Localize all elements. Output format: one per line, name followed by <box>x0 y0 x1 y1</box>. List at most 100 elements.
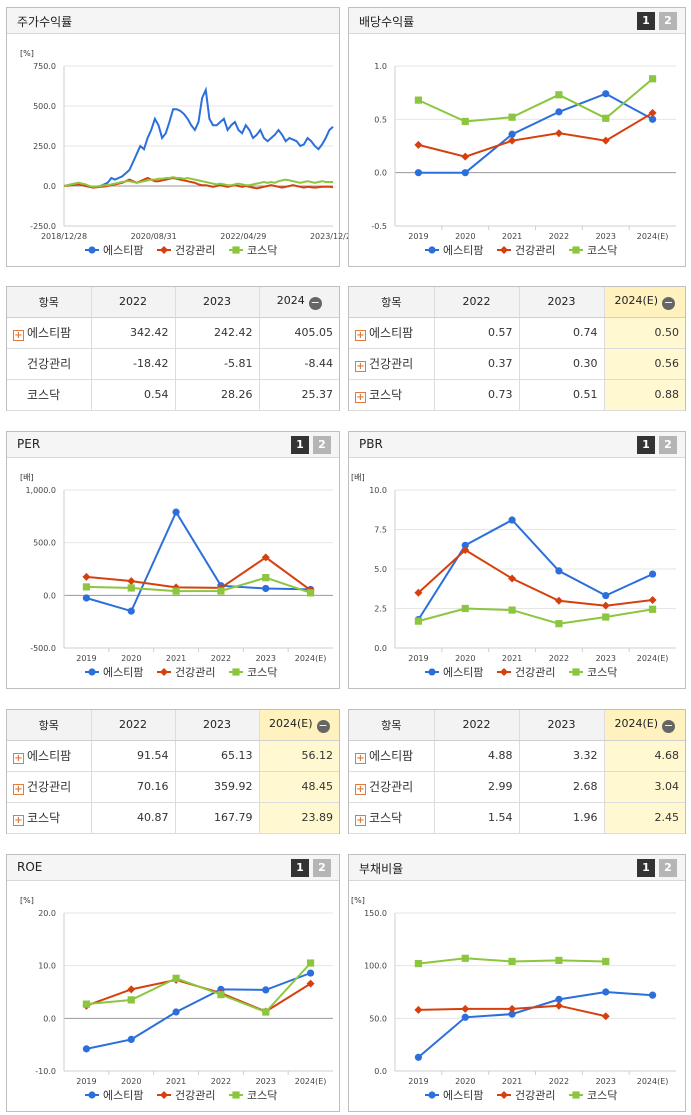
series-line-0 <box>417 990 653 1059</box>
data-point <box>601 1012 610 1021</box>
y-tick-label: 1,000.0 <box>25 486 56 495</box>
data-point <box>601 136 610 145</box>
x-tick-label: 2023 <box>256 654 276 663</box>
page-1-button[interactable]: 1 <box>291 436 309 454</box>
axis-unit-label: [배] <box>20 473 34 482</box>
legend-marker <box>88 1091 96 1099</box>
series-line-2 <box>86 962 312 1014</box>
data-point <box>508 136 517 145</box>
value-cell: 28.26 <box>175 379 260 411</box>
x-tick-label: 2021 <box>166 1077 186 1086</box>
expand-icon[interactable]: + <box>13 753 24 764</box>
data-point <box>127 996 135 1004</box>
data-point <box>508 113 516 121</box>
row-name: 코스닥 <box>369 811 403 825</box>
page-2-button[interactable]: 2 <box>659 12 677 30</box>
data-point <box>414 140 423 149</box>
page-2-button[interactable]: 2 <box>313 436 331 454</box>
y-tick-label: 250.0 <box>33 142 56 151</box>
series-line-2 <box>417 78 654 123</box>
expand-icon[interactable]: + <box>355 361 366 372</box>
x-tick-label: 2023 <box>596 1077 616 1086</box>
debt-chart: [%] 150.0 100.0 50.0 0.0 2019 2020 2021 2022 2023… <box>351 896 676 1102</box>
value-cell: 91.54 <box>91 740 176 772</box>
row-name: 건강관리 <box>27 780 72 794</box>
y-tick-label: 7.5 <box>374 526 387 535</box>
legend-label: 에스티팜 <box>443 1089 483 1102</box>
value-cell: 0.54 <box>91 379 176 411</box>
panel-header: 부채비율 1 2 <box>349 855 685 881</box>
page-1-button[interactable]: 1 <box>291 859 309 877</box>
y-tick-label: 500.0 <box>33 539 56 548</box>
value-cell: 242.42 <box>175 317 260 349</box>
page-2-button[interactable]: 2 <box>659 859 677 877</box>
data-point <box>648 605 657 613</box>
data-point <box>461 954 469 962</box>
data-point <box>127 577 136 586</box>
page-1-button[interactable]: 1 <box>637 436 655 454</box>
value-cell: 2.68 <box>519 771 605 803</box>
expand-icon[interactable]: + <box>13 815 24 826</box>
y-tick-label: 0.0 <box>374 644 387 653</box>
collapse-icon[interactable]: − <box>662 295 676 310</box>
data-point <box>508 606 516 614</box>
data-point <box>508 957 516 966</box>
page-2-button[interactable]: 2 <box>659 436 677 454</box>
data-point <box>648 570 657 578</box>
value-cell: 1.96 <box>519 802 605 834</box>
page-1-button[interactable]: 1 <box>637 12 655 30</box>
pbr-chart: [배] 10.0 7.5 5.0 2.5 0.0 2019 2020 2021 2022 2023 2… <box>351 473 676 679</box>
data-point <box>461 1013 469 1021</box>
column-header: 2024− <box>259 287 339 318</box>
x-tick-label: 2023/12/28 <box>310 232 356 241</box>
value-cell: 0.73 <box>434 379 520 411</box>
data-point <box>555 620 563 628</box>
data-point <box>172 974 180 982</box>
x-tick-label: 2023 <box>596 232 616 241</box>
dividend-table: 항목 2022 2023 2024(E) − + 에스티팜 0.57 0.74 0.50 + 건강관리… <box>349 287 685 411</box>
legend-label: 코스닥 <box>247 1089 277 1102</box>
collapse-icon[interactable]: − <box>316 718 330 733</box>
table-row: + 에스티팜 91.54 65.13 56.12 <box>7 740 339 772</box>
column-header: 항목 <box>7 287 92 318</box>
dividend-table-wrap: 항목 2022 2023 2024(E) − + 에스티팜 0.57 0.74 0.50 + 건강관리… <box>348 286 686 411</box>
data-point <box>508 516 516 524</box>
legend-marker <box>428 1091 436 1099</box>
legend-item: 코스닥 <box>569 244 617 257</box>
page-2-button[interactable]: 2 <box>313 859 331 877</box>
data-point <box>648 108 657 117</box>
column-header: 2023 <box>519 287 605 318</box>
expand-icon[interactable]: + <box>355 815 366 826</box>
expand-icon[interactable]: + <box>355 753 366 764</box>
expand-icon[interactable]: + <box>13 330 24 341</box>
expand-icon[interactable]: + <box>355 784 366 795</box>
data-point <box>461 169 469 177</box>
data-point <box>555 567 563 575</box>
collapse-icon[interactable]: − <box>308 295 322 310</box>
expand-icon[interactable]: + <box>13 784 24 795</box>
y-tick-label: 1.0 <box>374 62 387 71</box>
data-point <box>127 607 135 615</box>
data-point <box>82 583 91 591</box>
data-point <box>461 541 469 549</box>
series-line-1 <box>86 556 312 592</box>
y-tick-label: 10.0 <box>38 962 56 971</box>
x-tick-label: 2020 <box>455 654 475 663</box>
value-cell: 0.37 <box>434 348 520 380</box>
collapse-icon[interactable]: − <box>662 718 676 733</box>
data-point <box>648 991 657 999</box>
page-1-button[interactable]: 1 <box>637 859 655 877</box>
data-point <box>261 553 270 562</box>
expand-icon[interactable]: + <box>355 330 366 341</box>
legend-item: 에스티팜 <box>85 1089 143 1102</box>
y-tick-label: -500.0 <box>30 644 56 653</box>
data-point <box>414 588 423 597</box>
column-header: 2022 <box>434 287 520 318</box>
y-tick-label: 5.0 <box>374 565 387 574</box>
legend-marker <box>500 1091 508 1099</box>
x-tick-label: 2020 <box>121 654 141 663</box>
legend-marker <box>232 246 240 254</box>
column-header: 항목 <box>349 287 435 318</box>
expand-icon[interactable]: + <box>355 392 366 403</box>
legend-item: 에스티팜 <box>425 1089 483 1102</box>
